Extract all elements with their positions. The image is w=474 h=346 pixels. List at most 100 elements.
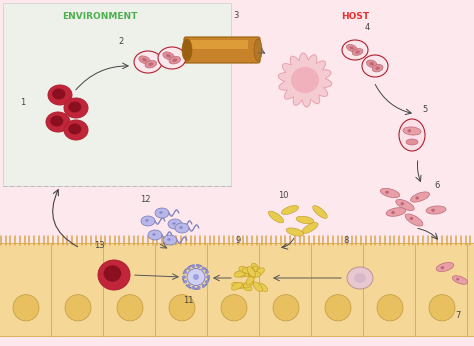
Ellipse shape [145,61,156,68]
Ellipse shape [163,52,174,60]
Text: 6: 6 [434,181,439,190]
Ellipse shape [242,267,255,273]
Ellipse shape [268,211,283,223]
Ellipse shape [205,280,209,283]
Ellipse shape [205,271,209,274]
Ellipse shape [239,266,250,274]
Ellipse shape [396,199,414,211]
Ellipse shape [257,283,268,292]
Ellipse shape [148,230,162,240]
Ellipse shape [354,273,366,283]
Ellipse shape [68,101,82,112]
Ellipse shape [134,51,162,73]
FancyBboxPatch shape [155,244,209,337]
Ellipse shape [168,219,182,229]
Ellipse shape [159,211,163,214]
Ellipse shape [234,271,246,277]
Ellipse shape [191,286,195,290]
Ellipse shape [221,295,247,321]
Text: 10: 10 [278,191,289,200]
Ellipse shape [429,295,455,321]
Ellipse shape [415,197,419,200]
Ellipse shape [399,119,425,151]
Ellipse shape [273,295,299,321]
Ellipse shape [13,295,39,321]
Ellipse shape [172,222,176,225]
Ellipse shape [193,274,199,280]
Ellipse shape [169,295,195,321]
Ellipse shape [235,271,247,277]
Ellipse shape [182,39,192,61]
Ellipse shape [391,211,395,214]
Ellipse shape [206,275,210,279]
Ellipse shape [197,286,201,290]
Ellipse shape [201,267,206,270]
FancyBboxPatch shape [3,3,231,186]
Ellipse shape [349,46,354,49]
Ellipse shape [139,56,150,64]
Ellipse shape [436,263,454,272]
Ellipse shape [366,60,377,68]
Ellipse shape [64,120,88,140]
Text: 8: 8 [343,236,348,245]
FancyBboxPatch shape [184,37,260,63]
Ellipse shape [155,208,169,218]
Ellipse shape [169,56,181,64]
Text: 11: 11 [183,296,193,305]
Ellipse shape [313,206,327,218]
Ellipse shape [98,260,130,290]
Ellipse shape [65,295,91,321]
Ellipse shape [254,39,262,61]
Ellipse shape [166,54,171,57]
Text: 3: 3 [233,11,238,20]
Ellipse shape [452,276,468,284]
FancyBboxPatch shape [52,244,104,337]
FancyBboxPatch shape [311,244,365,337]
Ellipse shape [426,206,446,214]
Ellipse shape [117,295,143,321]
Ellipse shape [441,266,444,269]
Ellipse shape [408,129,411,133]
FancyBboxPatch shape [467,244,474,337]
Ellipse shape [356,51,360,54]
Ellipse shape [302,222,318,234]
Ellipse shape [386,208,406,216]
Ellipse shape [342,40,368,60]
Ellipse shape [249,266,257,276]
Ellipse shape [406,139,418,145]
Ellipse shape [431,209,435,212]
Ellipse shape [163,235,177,245]
Ellipse shape [187,268,205,285]
Text: ENVIRONMENT: ENVIRONMENT [62,12,137,21]
Ellipse shape [405,214,423,226]
FancyBboxPatch shape [190,40,248,49]
Ellipse shape [385,191,389,194]
Text: 4: 4 [365,23,370,32]
Ellipse shape [142,58,147,62]
Ellipse shape [232,282,244,289]
FancyBboxPatch shape [0,244,53,337]
Ellipse shape [248,266,258,276]
Ellipse shape [104,265,121,282]
Ellipse shape [291,67,319,93]
FancyBboxPatch shape [259,244,312,337]
Text: HOST: HOST [341,12,369,21]
Text: 2: 2 [118,37,123,46]
Ellipse shape [167,238,171,241]
Text: 7: 7 [455,311,460,320]
Ellipse shape [377,295,403,321]
Ellipse shape [46,112,70,132]
Ellipse shape [347,267,373,289]
Ellipse shape [253,282,262,292]
Ellipse shape [158,47,186,69]
Ellipse shape [410,192,429,202]
Polygon shape [278,53,332,107]
Ellipse shape [375,66,380,70]
Ellipse shape [179,226,182,229]
Text: 13: 13 [94,241,105,250]
Ellipse shape [183,280,187,283]
Ellipse shape [244,280,254,288]
Ellipse shape [191,265,195,268]
FancyBboxPatch shape [208,244,261,337]
Ellipse shape [148,63,153,66]
